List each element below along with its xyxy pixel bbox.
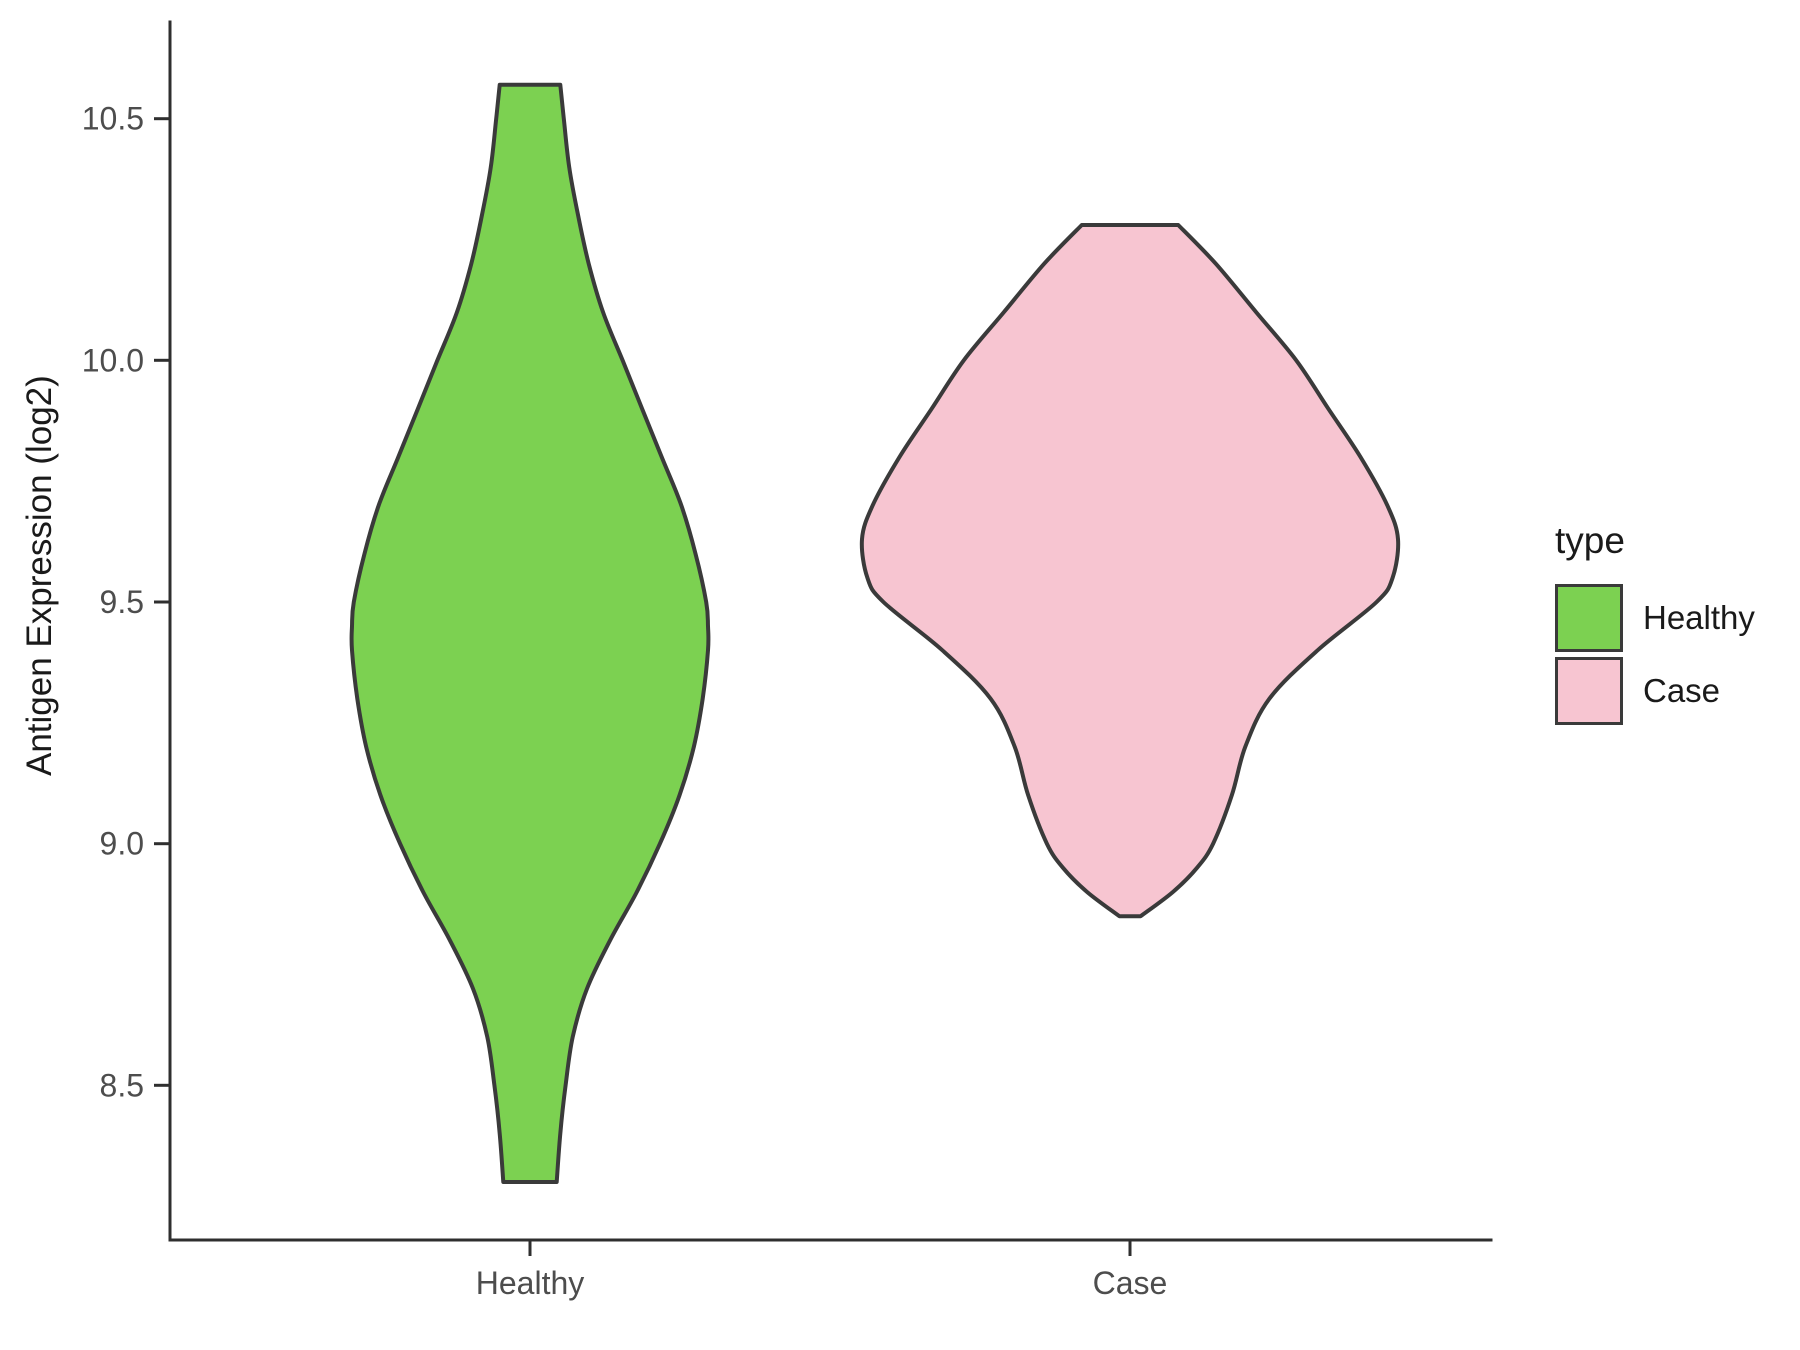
- legend-label-healthy: Healthy: [1643, 599, 1755, 636]
- legend-swatch-healthy-icon: [1555, 584, 1623, 652]
- y-tick-label: 9.0: [100, 826, 144, 862]
- legend-title: type: [1555, 520, 1625, 561]
- legend-item-case: Case: [1555, 657, 1755, 725]
- y-tick-label: 8.5: [100, 1067, 144, 1103]
- y-tick-label: 9.5: [100, 584, 144, 620]
- violin-healthy: [349, 82, 711, 1184]
- y-axis-title: Antigen Expression (log2): [20, 375, 59, 776]
- legend-item-healthy: Healthy: [1555, 584, 1755, 652]
- legend: type Healthy Case: [1555, 520, 1755, 730]
- legend-label-case: Case: [1643, 672, 1721, 709]
- legend-swatch-case-icon: [1555, 657, 1623, 725]
- x-tick-label-case: Case: [1093, 1265, 1168, 1301]
- x-tick-label-healthy: Healthy: [476, 1265, 585, 1301]
- violin-case: [859, 223, 1401, 919]
- y-tick-label: 10.0: [82, 342, 144, 378]
- y-tick-label: 10.5: [82, 101, 144, 137]
